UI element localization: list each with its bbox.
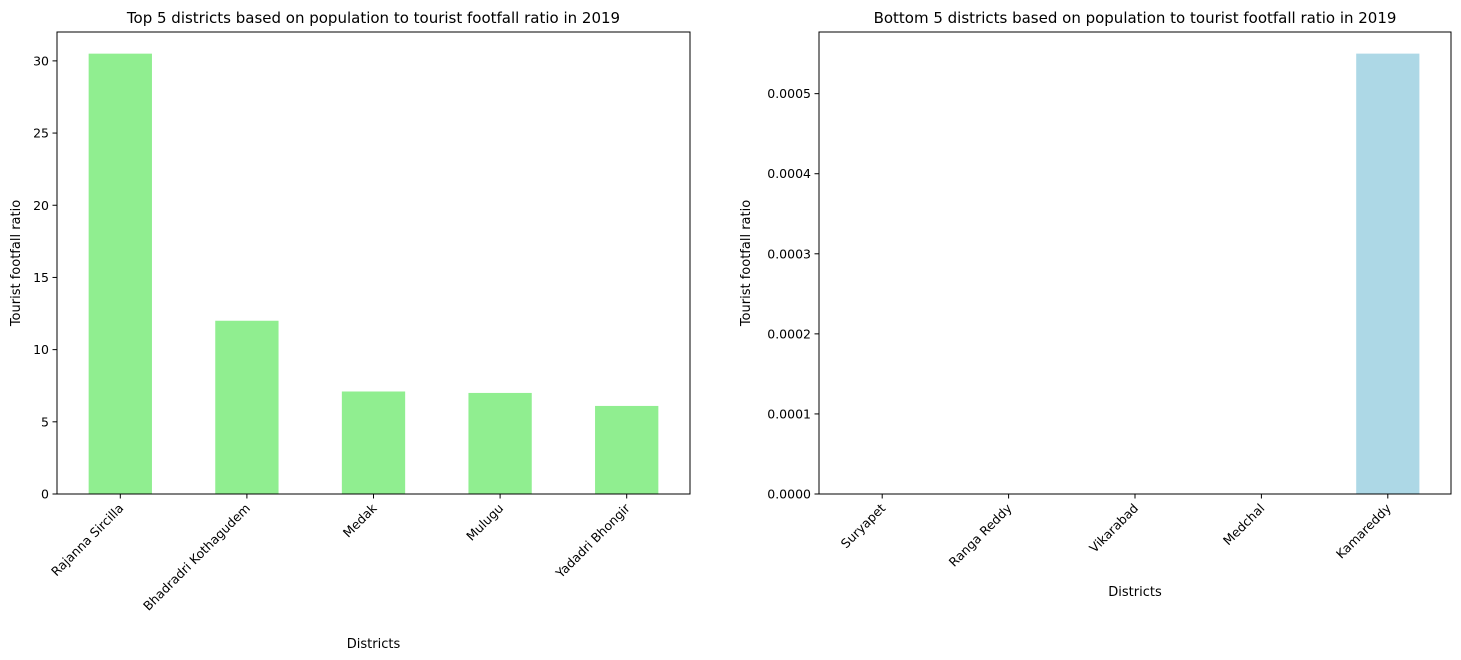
y-axis-label: Tourist footfall ratio [739, 200, 754, 327]
x-tick-label: Yadadri Bhongir [552, 500, 633, 581]
x-tick-label: Rajanna Sircilla [48, 501, 126, 579]
y-tick-label: 5 [41, 414, 49, 429]
bar [468, 392, 532, 494]
x-tick-label: Suryapet [838, 500, 889, 551]
x-tick-label: Medchal [1220, 501, 1268, 549]
x-tick-label: Mulugu [463, 501, 506, 544]
x-tick-label: Vikarabad [1086, 501, 1141, 556]
y-axis-label: Tourist footfall ratio [9, 200, 24, 327]
y-tick-label: 30 [33, 53, 49, 68]
x-tick-label: Medak [340, 500, 380, 540]
y-tick-label: 10 [33, 342, 49, 357]
x-tick-label: Ranga Reddy [946, 500, 1015, 569]
y-tick-label: 0.0001 [767, 406, 811, 421]
x-tick-label: Bhadradri Kothagudem [140, 501, 253, 614]
bar [88, 53, 152, 494]
y-tick-label: 0.0005 [767, 86, 811, 101]
y-tick-label: 0.0000 [767, 487, 811, 502]
bar [1356, 53, 1420, 495]
bar [215, 320, 279, 494]
y-tick-label: 15 [33, 270, 49, 285]
chart-title: Bottom 5 districts based on population t… [874, 9, 1397, 27]
chart-title: Top 5 districts based on population to t… [126, 9, 620, 27]
bar [341, 391, 406, 494]
x-axis-label: Districts [1108, 585, 1162, 600]
y-tick-label: 0.0003 [767, 246, 811, 261]
x-axis-label: Districts [347, 637, 401, 652]
bar [595, 405, 659, 494]
chart-panel-bottom-5: Bottom 5 districts based on population t… [739, 9, 1452, 600]
y-tick-label: 25 [33, 126, 49, 141]
y-tick-label: 0.0002 [767, 326, 811, 341]
y-tick-label: 0.0004 [767, 166, 811, 181]
y-tick-label: 0 [41, 487, 49, 502]
y-tick-label: 20 [33, 198, 49, 213]
chart-panel-top-5: Top 5 districts based on population to t… [9, 9, 691, 652]
x-tick-label: Kamareddy [1333, 500, 1394, 561]
